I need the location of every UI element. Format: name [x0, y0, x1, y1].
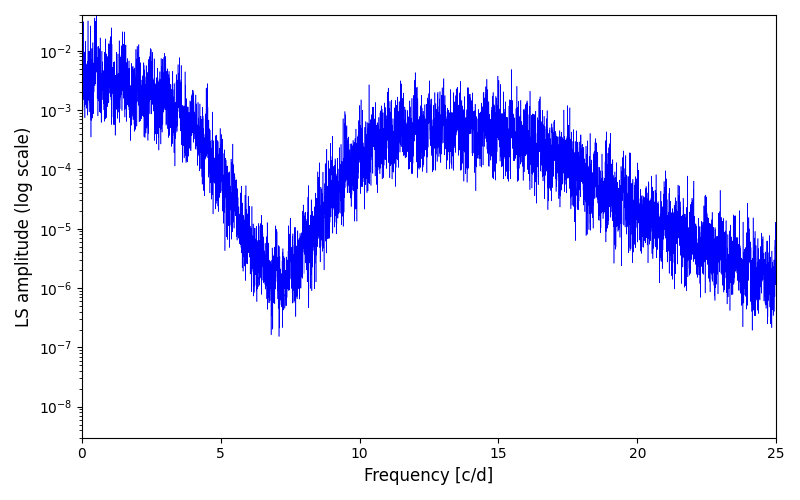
Y-axis label: LS amplitude (log scale): LS amplitude (log scale) [15, 126, 33, 326]
X-axis label: Frequency [c/d]: Frequency [c/d] [364, 467, 494, 485]
